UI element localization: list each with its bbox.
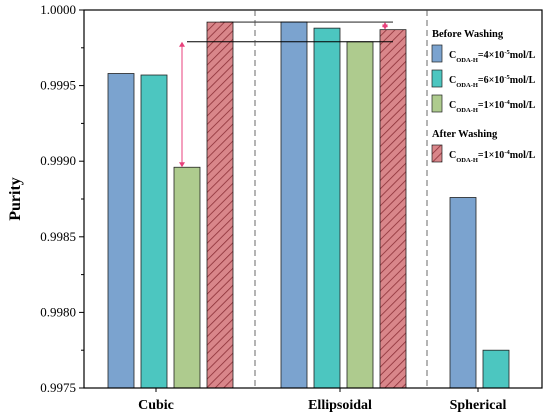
legend: Before Washing CODA-H=4×10-5mol/L CODA-H=6… (431, 29, 536, 164)
legend-group-title-2: After Washing (432, 129, 498, 140)
reference-lines-layer (187, 21, 393, 43)
arrow-head-down (179, 162, 185, 168)
legend-swatch (431, 144, 443, 163)
legend-label: CODA-H=1×10-4mol/L (449, 149, 536, 164)
bar-spherical-series-1 (449, 197, 477, 389)
bar-ellipsoidal-series-1 (280, 21, 308, 389)
y-tick-label: 0.9975 (40, 380, 76, 395)
legend-label: CODA-H=1×10-4mol/L (449, 99, 536, 114)
arrows-layer (179, 22, 388, 168)
bar-ellipsoidal-series-3 (346, 41, 374, 389)
y-tick-label: 0.9980 (40, 304, 76, 319)
bar-ellipsoidal-series-4 (379, 29, 407, 389)
y-tick-label: 0.9990 (40, 153, 76, 168)
bar-cubic-series-1 (107, 73, 135, 389)
legend-entry: CODA-H=1×10-4mol/L (431, 94, 536, 114)
x-axis: Cubic Ellipsoidal Spherical (138, 388, 506, 413)
y-tick-label: 1.0000 (40, 2, 76, 17)
difference-arrow-2 (382, 22, 388, 30)
bar-spherical-series-2 (482, 349, 510, 389)
x-category-label-ellipsoidal: Ellipsoidal (308, 398, 372, 413)
category-dividers (254, 10, 428, 388)
arrow-head-down (382, 24, 388, 30)
x-category-label-cubic: Cubic (138, 398, 174, 413)
y-axis-title: Purity (7, 177, 24, 221)
legend-label: CODA-H=6×10-5mol/L (449, 74, 536, 89)
bars-layer (107, 21, 510, 389)
legend-swatch (431, 69, 443, 88)
legend-group-title-1: Before Washing (432, 29, 504, 40)
legend-entry: CODA-H=6×10-5mol/L (431, 69, 536, 89)
bar-cubic-series-2 (140, 74, 168, 389)
y-tick-label: 0.9985 (40, 229, 76, 244)
arrow-head-up (179, 41, 185, 47)
y-tick-label: 0.9995 (40, 78, 76, 93)
legend-entry: CODA-H=4×10-5mol/L (431, 44, 536, 64)
x-category-label-spherical: Spherical (450, 398, 507, 413)
bar-cubic-series-4 (206, 21, 234, 389)
legend-swatch (431, 94, 443, 113)
bar-ellipsoidal-series-2 (313, 27, 341, 389)
y-axis: 0.9975 0.9980 0.9985 0.9990 0.9995 1.0000 (40, 2, 84, 395)
legend-label: CODA-H=4×10-5mol/L (449, 49, 536, 64)
legend-entry: CODA-H=1×10-4mol/L (431, 144, 536, 164)
bar-cubic-series-3 (173, 166, 201, 389)
difference-arrow-1 (179, 41, 185, 168)
legend-swatch (431, 44, 443, 63)
